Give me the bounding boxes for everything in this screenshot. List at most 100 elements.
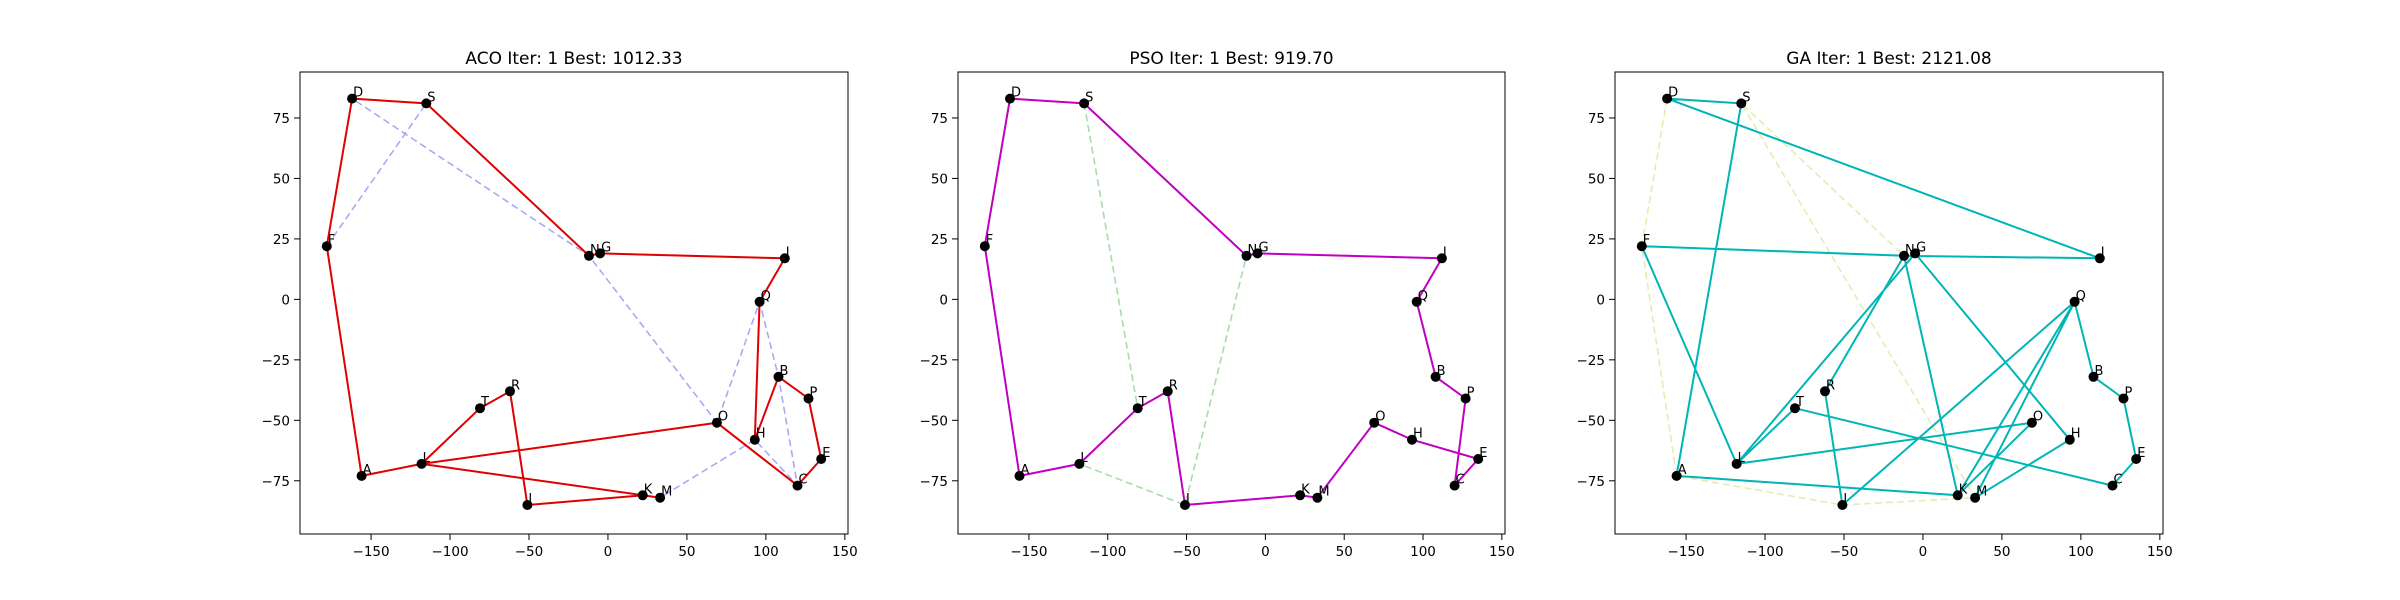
pso-city-point — [1241, 250, 1252, 261]
aco-x-tick-label: 100 — [753, 544, 779, 560]
ga-x-tick-label: 0 — [1919, 544, 1928, 560]
aco-city-point — [655, 492, 666, 503]
aco-x-tick-label: 0 — [604, 544, 613, 560]
ga-city-label: K — [1959, 482, 1968, 497]
ga-city-label: Q — [2076, 289, 2086, 304]
ga-city-point — [1837, 500, 1848, 510]
aco-city-label: P — [810, 386, 818, 401]
pso-city-label: O — [1375, 410, 1385, 425]
aco-x-tick-label: −150 — [353, 544, 390, 560]
aco-y-tick-label: −50 — [262, 413, 291, 429]
pso-city-point — [979, 241, 990, 252]
aco-city-label: O — [718, 410, 728, 425]
ga-y-tick-label: 0 — [1596, 292, 1605, 308]
ga-x-tick-label: −100 — [1746, 544, 1783, 560]
aco-x-tick-label: 150 — [832, 544, 858, 560]
aco-city-label: I — [528, 492, 532, 507]
aco-city-label: Q — [761, 289, 771, 304]
ga-city-point — [1910, 248, 1921, 259]
pso-city-label: A — [1021, 463, 1030, 478]
ga-title: GA Iter: 1 Best: 2121.08 — [1786, 49, 1991, 69]
ga-x-tick-label: −150 — [1668, 544, 1705, 560]
pso-city-point — [1312, 492, 1323, 503]
ga-y-tick-label: −25 — [1577, 353, 1606, 369]
aco-city-point — [347, 93, 358, 104]
pso-city-label: E — [1479, 446, 1487, 461]
ga-city-label: E — [2137, 446, 2145, 461]
ga-city-label: T — [1795, 395, 1804, 410]
ga-city-point — [1736, 98, 1747, 109]
aco-city-label: K — [644, 482, 653, 497]
pso-axes-frame — [957, 71, 1506, 535]
ga-city-label: D — [1668, 86, 1678, 101]
aco-city-label: S — [427, 90, 435, 105]
ga-y-tick-label: 75 — [1588, 111, 1605, 127]
ga-city-point — [2118, 393, 2129, 404]
ga-city-point — [2094, 253, 2105, 264]
pso-y-tick-label: −75 — [920, 474, 949, 490]
ga-city-label: R — [1826, 378, 1835, 393]
aco-city-label: B — [780, 364, 789, 379]
pso-city-label: M — [1318, 485, 1329, 500]
aco-city-point — [416, 458, 427, 469]
pso-y-tick-label: 25 — [931, 232, 948, 248]
aco-city-label: R — [511, 378, 520, 393]
pso-city-point — [1014, 470, 1025, 481]
ga-city-point — [2088, 371, 2099, 382]
aco-city-point — [356, 470, 367, 481]
aco-city-point — [749, 434, 760, 445]
ga-city-label: S — [1742, 90, 1750, 105]
ga-city-point — [2131, 454, 2142, 464]
pso-city-point — [1295, 490, 1306, 501]
ga-city-label: C — [2114, 473, 2123, 488]
aco-city-point — [421, 98, 432, 109]
pso-city-point — [1074, 458, 1085, 469]
ga-city-label: L — [1738, 451, 1746, 466]
ga-city-point — [1731, 458, 1742, 469]
pso-y-tick-label: 50 — [931, 171, 948, 187]
pso-city-label: K — [1301, 482, 1310, 497]
ga-x-tick-label: −50 — [1830, 544, 1859, 560]
pso-city-label: D — [1011, 86, 1021, 101]
ga-current-path — [1640, 98, 2100, 506]
aco-x-tick-label: 50 — [678, 544, 695, 560]
aco-city-point — [773, 371, 784, 382]
pso-city-label: F — [986, 233, 993, 248]
ga-city-point — [1790, 403, 1800, 414]
pso-city-point — [1252, 248, 1263, 259]
ga-city-point — [1662, 93, 1673, 104]
ga-city-point — [1820, 386, 1830, 397]
pso-city-label: J — [1442, 245, 1447, 260]
ga-city-label: M — [1976, 485, 1987, 500]
aco-city-label: N — [590, 243, 600, 258]
aco-best-path — [325, 97, 823, 506]
ga-panel: GA Iter: 1 Best: 2121.08 D S F N G J Q B P EC H O MK… — [1577, 49, 2173, 560]
aco-city-label: D — [353, 86, 363, 101]
pso-city-point — [1005, 93, 1015, 104]
ga-city-label: G — [1916, 240, 1926, 255]
aco-city-point — [779, 253, 790, 264]
pso-city-point — [1369, 417, 1380, 428]
pso-city-label: Q — [1418, 289, 1428, 304]
ga-y-tick-label: −75 — [1577, 474, 1606, 490]
ga-city-point — [1970, 492, 1981, 503]
pso-x-tick-label: 100 — [1410, 544, 1436, 560]
pso-city-point — [1460, 393, 1471, 404]
aco-y-tick-label: −25 — [262, 353, 291, 369]
aco-city-point — [816, 454, 827, 464]
aco-current-path — [326, 97, 799, 499]
pso-city-label: S — [1085, 90, 1093, 105]
pso-city-label: P — [1467, 386, 1475, 401]
ga-axes-frame — [1614, 71, 2164, 535]
ga-city-label: P — [2125, 386, 2133, 401]
pso-city-point — [1473, 454, 1484, 464]
pso-city-label: H — [1413, 427, 1423, 442]
ga-city-point — [2069, 296, 2080, 307]
aco-city-label: A — [363, 463, 372, 478]
pso-city-point — [1180, 500, 1190, 510]
ga-y-tick-label: 25 — [1588, 232, 1605, 248]
ga-x-tick-label: 100 — [2068, 544, 2094, 560]
pso-city-point — [1430, 371, 1441, 382]
pso-x-tick-label: −100 — [1089, 544, 1126, 560]
